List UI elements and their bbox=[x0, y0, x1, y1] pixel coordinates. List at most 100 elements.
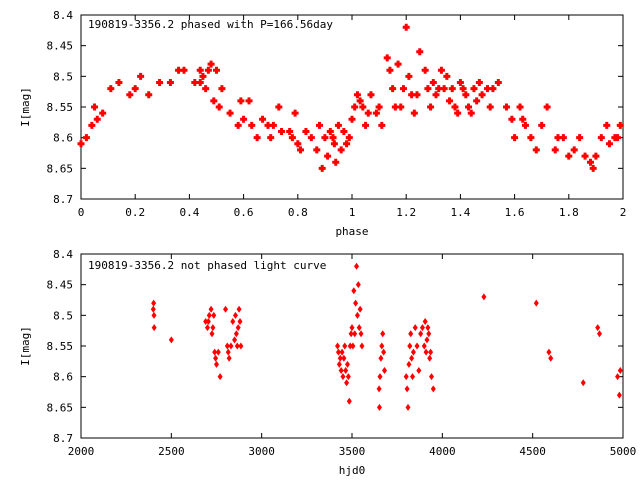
x-tick-label: 0.8 bbox=[288, 206, 308, 219]
data-point bbox=[145, 91, 153, 99]
data-point bbox=[456, 78, 464, 86]
data-point bbox=[364, 109, 372, 117]
data-point bbox=[424, 336, 430, 344]
x-tick-label: 0.2 bbox=[125, 206, 145, 219]
data-point bbox=[554, 134, 562, 142]
data-point bbox=[228, 342, 234, 350]
data-point bbox=[359, 103, 367, 111]
data-point bbox=[378, 121, 386, 129]
data-point bbox=[352, 330, 358, 338]
data-point bbox=[209, 330, 215, 338]
data-points bbox=[150, 262, 623, 411]
y-tick-label: 8.45 bbox=[47, 279, 74, 292]
data-point bbox=[423, 348, 429, 356]
y-tick-label: 8.4 bbox=[53, 9, 73, 22]
data-point bbox=[151, 311, 157, 319]
x-axis-title: phase bbox=[335, 225, 368, 238]
unphased-light-curve-plot: 190819-3356.2 not phased light curve hjd… bbox=[19, 248, 636, 477]
data-point bbox=[335, 342, 341, 350]
data-points bbox=[77, 23, 624, 172]
data-point bbox=[414, 342, 420, 350]
x-tick-label: 2 bbox=[620, 206, 627, 219]
data-point bbox=[208, 305, 214, 313]
data-point bbox=[202, 85, 210, 93]
data-point bbox=[614, 134, 622, 142]
data-point bbox=[511, 134, 519, 142]
data-point bbox=[376, 403, 382, 411]
data-point bbox=[215, 348, 221, 356]
data-point bbox=[362, 121, 370, 129]
data-point bbox=[519, 115, 527, 123]
chart-title: 190819-3356.2 not phased light curve bbox=[88, 259, 326, 272]
data-point bbox=[410, 348, 416, 356]
data-point bbox=[451, 103, 459, 111]
data-point bbox=[88, 121, 96, 129]
data-point bbox=[425, 324, 431, 332]
data-point bbox=[210, 324, 216, 332]
data-point bbox=[428, 373, 434, 381]
data-point bbox=[381, 348, 387, 356]
data-point bbox=[230, 317, 236, 325]
data-point bbox=[341, 354, 347, 362]
x-tick-label: 4000 bbox=[429, 445, 456, 458]
data-point bbox=[354, 262, 360, 270]
x-tick-label: 4500 bbox=[519, 445, 546, 458]
data-point bbox=[343, 367, 349, 375]
data-point bbox=[212, 348, 218, 356]
data-point bbox=[207, 60, 215, 68]
data-point bbox=[446, 97, 454, 105]
data-point bbox=[307, 134, 315, 142]
x-tick-label: 1 bbox=[349, 206, 356, 219]
data-point bbox=[156, 78, 164, 86]
data-point bbox=[404, 385, 410, 393]
data-point bbox=[217, 373, 223, 381]
data-point bbox=[378, 354, 384, 362]
data-point bbox=[275, 103, 283, 111]
data-point bbox=[383, 54, 391, 62]
data-point bbox=[427, 354, 433, 362]
chart-title: 190819-3356.2 phased with P=166.56day bbox=[88, 18, 333, 31]
x-axis-title: hjd0 bbox=[339, 464, 366, 477]
data-point bbox=[286, 128, 294, 136]
data-point bbox=[386, 66, 394, 74]
data-point bbox=[329, 134, 337, 142]
y-tick-label: 8.7 bbox=[53, 193, 73, 206]
data-point bbox=[454, 109, 462, 117]
data-point bbox=[264, 121, 272, 129]
data-point bbox=[297, 146, 305, 154]
data-point bbox=[347, 342, 353, 350]
data-point bbox=[356, 97, 364, 105]
data-point bbox=[597, 134, 605, 142]
data-point bbox=[151, 324, 157, 332]
data-point bbox=[559, 134, 567, 142]
data-point bbox=[470, 85, 478, 93]
data-point bbox=[203, 317, 209, 325]
data-point bbox=[581, 152, 589, 160]
data-point bbox=[405, 403, 411, 411]
data-point bbox=[150, 305, 156, 313]
data-point bbox=[180, 66, 188, 74]
data-point bbox=[403, 373, 409, 381]
data-point bbox=[359, 342, 365, 350]
data-point bbox=[481, 293, 487, 301]
data-point bbox=[502, 103, 510, 111]
data-point bbox=[343, 140, 351, 148]
y-tick-label: 8.65 bbox=[47, 162, 74, 175]
data-point bbox=[269, 121, 277, 129]
data-point bbox=[191, 78, 199, 86]
data-point bbox=[389, 85, 397, 93]
data-point bbox=[335, 348, 341, 356]
data-point bbox=[291, 109, 299, 117]
data-point bbox=[294, 140, 302, 148]
data-point bbox=[332, 158, 340, 166]
data-point bbox=[603, 121, 611, 129]
data-point bbox=[408, 91, 416, 99]
data-point bbox=[345, 373, 351, 381]
data-point bbox=[428, 348, 434, 356]
x-tick-label: 1.2 bbox=[396, 206, 416, 219]
data-point bbox=[376, 385, 382, 393]
data-point bbox=[435, 85, 443, 93]
data-point bbox=[394, 60, 402, 68]
data-point bbox=[467, 109, 475, 117]
data-point bbox=[210, 97, 218, 105]
